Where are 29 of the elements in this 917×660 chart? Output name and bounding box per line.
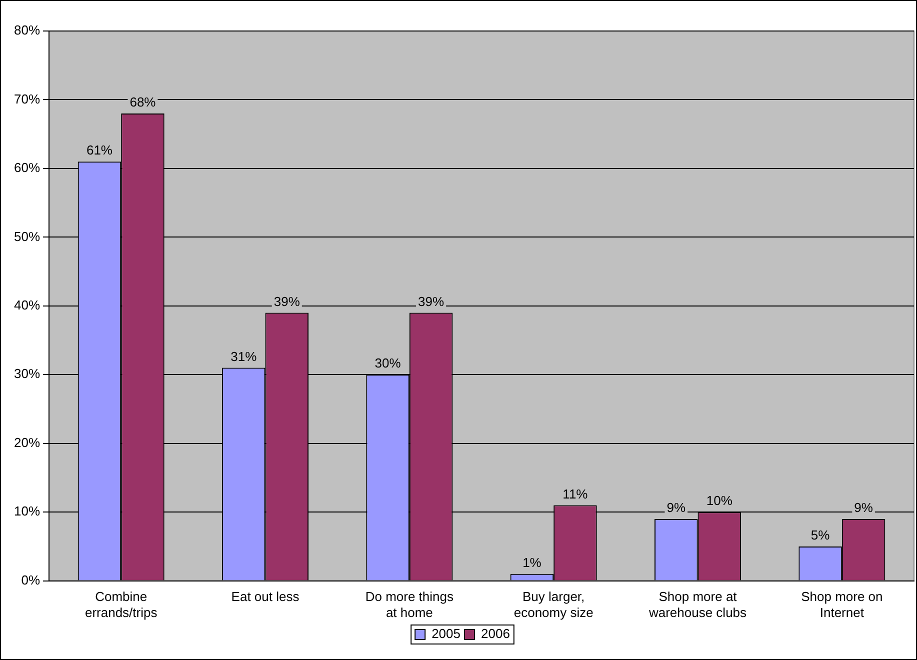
- y-tick-label: 30%: [14, 366, 40, 382]
- x-tick-label: Shop more on Internet: [801, 589, 883, 620]
- x-tick-label: Shop more at warehouse clubs: [648, 589, 748, 620]
- data-label: 11%: [562, 486, 588, 502]
- data-label: 61%: [86, 142, 113, 158]
- data-label: 68%: [130, 94, 156, 110]
- legend-label: 2005: [432, 626, 460, 642]
- y-tick-label: 50%: [14, 228, 40, 244]
- y-tick-label: 0%: [21, 572, 40, 588]
- x-tick-label: Eat out less: [231, 589, 300, 604]
- data-label: 39%: [274, 294, 300, 309]
- data-label: 9%: [854, 500, 874, 516]
- data-label: 10%: [706, 493, 733, 508]
- data-label: 39%: [418, 294, 444, 309]
- data-label: 5%: [810, 528, 830, 543]
- y-tick-label: 40%: [14, 297, 40, 312]
- y-tick-label: 80%: [14, 22, 40, 38]
- x-tick-label: Do more things at home: [365, 589, 454, 620]
- legend-label: 2006: [481, 626, 510, 642]
- x-tick-label: Combine errands/trips: [84, 589, 158, 620]
- y-tick-label: 60%: [14, 160, 40, 176]
- data-label: 1%: [522, 555, 542, 570]
- y-tick-label: 70%: [14, 91, 40, 106]
- data-label: 30%: [374, 356, 402, 371]
- data-label: 31%: [230, 348, 258, 364]
- y-tick-label: 20%: [14, 434, 40, 450]
- x-tick-label: Buy larger, economy size: [514, 589, 594, 620]
- y-tick-label: 10%: [14, 504, 40, 519]
- data-label: 9%: [666, 500, 686, 516]
